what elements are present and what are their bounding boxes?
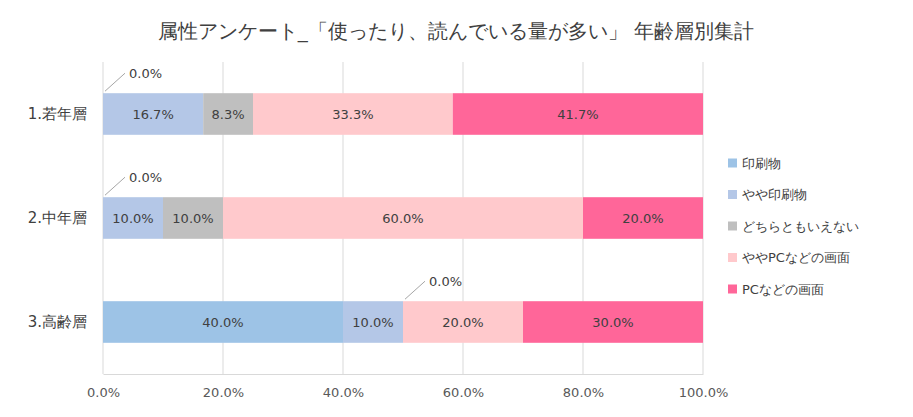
data-label: 41.7% (557, 107, 598, 122)
tick: 1.若年層 (28, 105, 103, 123)
leader-line (105, 73, 125, 91)
bar-segment (403, 301, 523, 343)
title: 属性アンケート_「使ったり、読んでいる量が多い」 年齢層別集計 (158, 19, 754, 43)
data-label: 10.0% (112, 211, 153, 226)
data-labels: 0.0% 0.0% 40.0% 16.7% 10.0% 10.0% 8.3% 10.0% 0.0… (105, 66, 664, 330)
data-label: 0.0% (129, 170, 162, 185)
tick: 100.0% (679, 374, 729, 400)
legend-swatch (728, 285, 737, 294)
data-label: 20.0% (442, 315, 483, 330)
bar-segment (223, 197, 583, 239)
data-label: 33.3% (332, 107, 373, 122)
tick: 2.中年層 (28, 209, 103, 227)
y-axis: 1.若年層 2.中年層 3.高齢層 (28, 63, 104, 375)
tick-label: 20.0% (203, 385, 244, 400)
category-label: 1.若年層 (28, 105, 87, 123)
bar-segment (343, 301, 403, 343)
legend-swatch (728, 190, 737, 199)
legend-swatch (728, 253, 737, 262)
tick-label: 60.0% (443, 385, 484, 400)
data-label: 10.0% (352, 315, 393, 330)
leader-line (105, 177, 125, 195)
data-label: 40.0% (202, 315, 243, 330)
tick: 80.0% (563, 374, 604, 400)
data-label: 20.0% (622, 211, 663, 226)
bars (103, 93, 703, 343)
tick: 3.高齢層 (28, 313, 103, 331)
axis-line (104, 374, 704, 375)
data-label: 60.0% (382, 211, 423, 226)
bar-segment (103, 93, 203, 135)
bar-segment (583, 197, 703, 239)
tick-label: 80.0% (563, 385, 604, 400)
legend-label: どちらともいえない (742, 219, 859, 234)
legend-label: ややPCなどの画面 (742, 250, 850, 265)
tick: 0.0% (87, 374, 120, 400)
bar-segment (203, 93, 253, 135)
data-label: 16.7% (132, 107, 173, 122)
legend-label: PCなどの画面 (742, 282, 824, 297)
tick: 40.0% (323, 374, 364, 400)
legend: 印刷物やや印刷物どちらともいえないややPCなどの画面 PCなどの画面 (728, 156, 859, 297)
tick: 20.0% (203, 374, 244, 400)
bar-segment (523, 301, 703, 343)
category-label: 2.中年層 (28, 209, 87, 227)
tick-label: 0.0% (87, 385, 120, 400)
bar-segment (163, 197, 223, 239)
bar-segment (253, 93, 453, 135)
tick-label: 40.0% (323, 385, 364, 400)
legend-label: 印刷物 (742, 156, 781, 171)
bar-segment (453, 93, 703, 135)
category-label: 3.高齢層 (28, 313, 87, 331)
legend-label: やや印刷物 (742, 187, 807, 202)
x-axis: 0.0% 20.0% 40.0% 60.0% 80.0% 100.0% (87, 374, 728, 400)
chart: 属性アンケート_「使ったり、読んでいる量が多い」 年齢層別集計 0.0% 20.0%… (0, 0, 913, 417)
data-label: 30.0% (592, 315, 633, 330)
tick-label: 100.0% (679, 385, 729, 400)
data-label: 0.0% (429, 274, 462, 289)
tick: 60.0% (443, 374, 484, 400)
legend-swatch (728, 159, 737, 168)
data-label: 10.0% (172, 211, 213, 226)
grid (103, 62, 703, 374)
bar-segment (103, 197, 163, 239)
leader-line (405, 281, 425, 299)
data-label: 0.0% (129, 66, 162, 81)
bar-segment (103, 301, 343, 343)
data-label: 8.3% (212, 107, 245, 122)
legend-swatch (728, 222, 737, 231)
